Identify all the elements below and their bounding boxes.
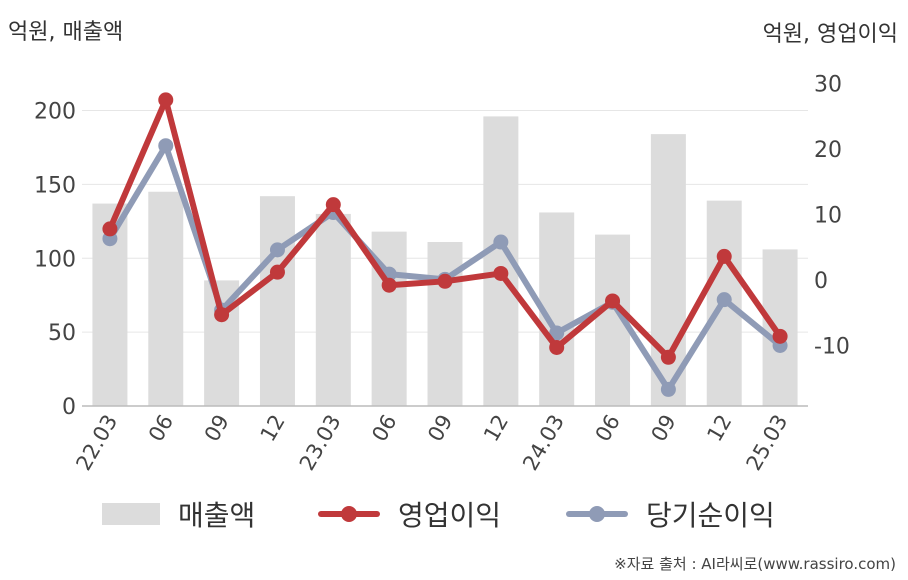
left-axis-unit-label: 억원, 매출액 [8,20,124,45]
legend-label-revenue: 매출액 [178,499,256,532]
right-tick-label: 0 [814,269,828,294]
net-income-point [716,292,732,308]
x-tick-label: 06 [591,411,625,446]
revenue-bar [315,213,351,406]
x-tick-label: 09 [423,411,457,446]
left-tick-label: 50 [48,321,76,346]
legend: 매출액 영업이익 당기순이익 [0,494,908,534]
operating-profit-point [269,264,285,280]
operating-profit-point [381,277,397,293]
x-tick-label: 06 [144,411,178,446]
revenue-bar [148,191,184,406]
net-income-point [549,325,565,341]
right-tick-label: 30 [814,73,842,98]
legend-item-operating-profit: 영업이익 [318,494,501,534]
net-income-point [269,242,285,258]
x-tick-label: 12 [256,411,290,446]
x-tick-label: 23.03 [295,411,346,475]
x-tick-label: 24.03 [518,411,569,475]
operating-profit-point [437,273,453,289]
operating-profit-point [716,248,732,264]
legend-label-net-income: 당기순이익 [646,499,775,532]
source-note: ※자료 출처 : AI라씨로(www.rassiro.com) [614,555,896,573]
revenue-bar [762,249,798,406]
left-tick-label: 0 [62,395,76,420]
left-tick-label: 100 [34,247,76,272]
operating-profit-point [325,197,341,213]
operating-profit-point [660,349,676,365]
legend-item-revenue: 매출액 [102,494,255,534]
revenue-bar [259,196,295,406]
revenue-bars [92,116,798,406]
revenue-bar [427,241,463,406]
x-tick-label: 22.03 [71,411,122,475]
operating-profit-point [772,328,788,344]
operating-profit-point [605,293,621,309]
right-tick-label: 10 [814,204,842,229]
right-tick-label: 20 [814,138,842,163]
operating-profit-point [102,221,118,237]
x-tick-label: 09 [647,411,681,446]
x-tick-label: 06 [367,411,401,446]
right-axis-unit-label: 억원, 영업이익 [762,22,898,47]
net-income-point [158,138,174,154]
operating-profit-point [214,307,230,323]
operating-profit-point [158,92,174,108]
x-tick-label: 25.03 [742,411,793,475]
right-tick-label: -10 [814,335,850,360]
left-tick-label: 150 [34,173,76,198]
net-income-point [493,234,509,250]
operating-profit-point [493,265,509,281]
net-income-point [660,381,676,397]
x-tick-label: 12 [479,411,513,446]
operating-profit-point [549,339,565,355]
legend-swatch-operating-profit [318,503,380,525]
x-tick-label: 09 [200,411,234,446]
legend-label-operating-profit: 영업이익 [398,499,502,532]
legend-swatch-net-income [566,503,628,525]
profit-lines [102,92,788,397]
legend-item-net-income: 당기순이익 [566,494,775,534]
legend-swatch-revenue [102,503,160,525]
x-tick-label: 12 [702,411,736,446]
left-tick-label: 200 [34,100,76,125]
